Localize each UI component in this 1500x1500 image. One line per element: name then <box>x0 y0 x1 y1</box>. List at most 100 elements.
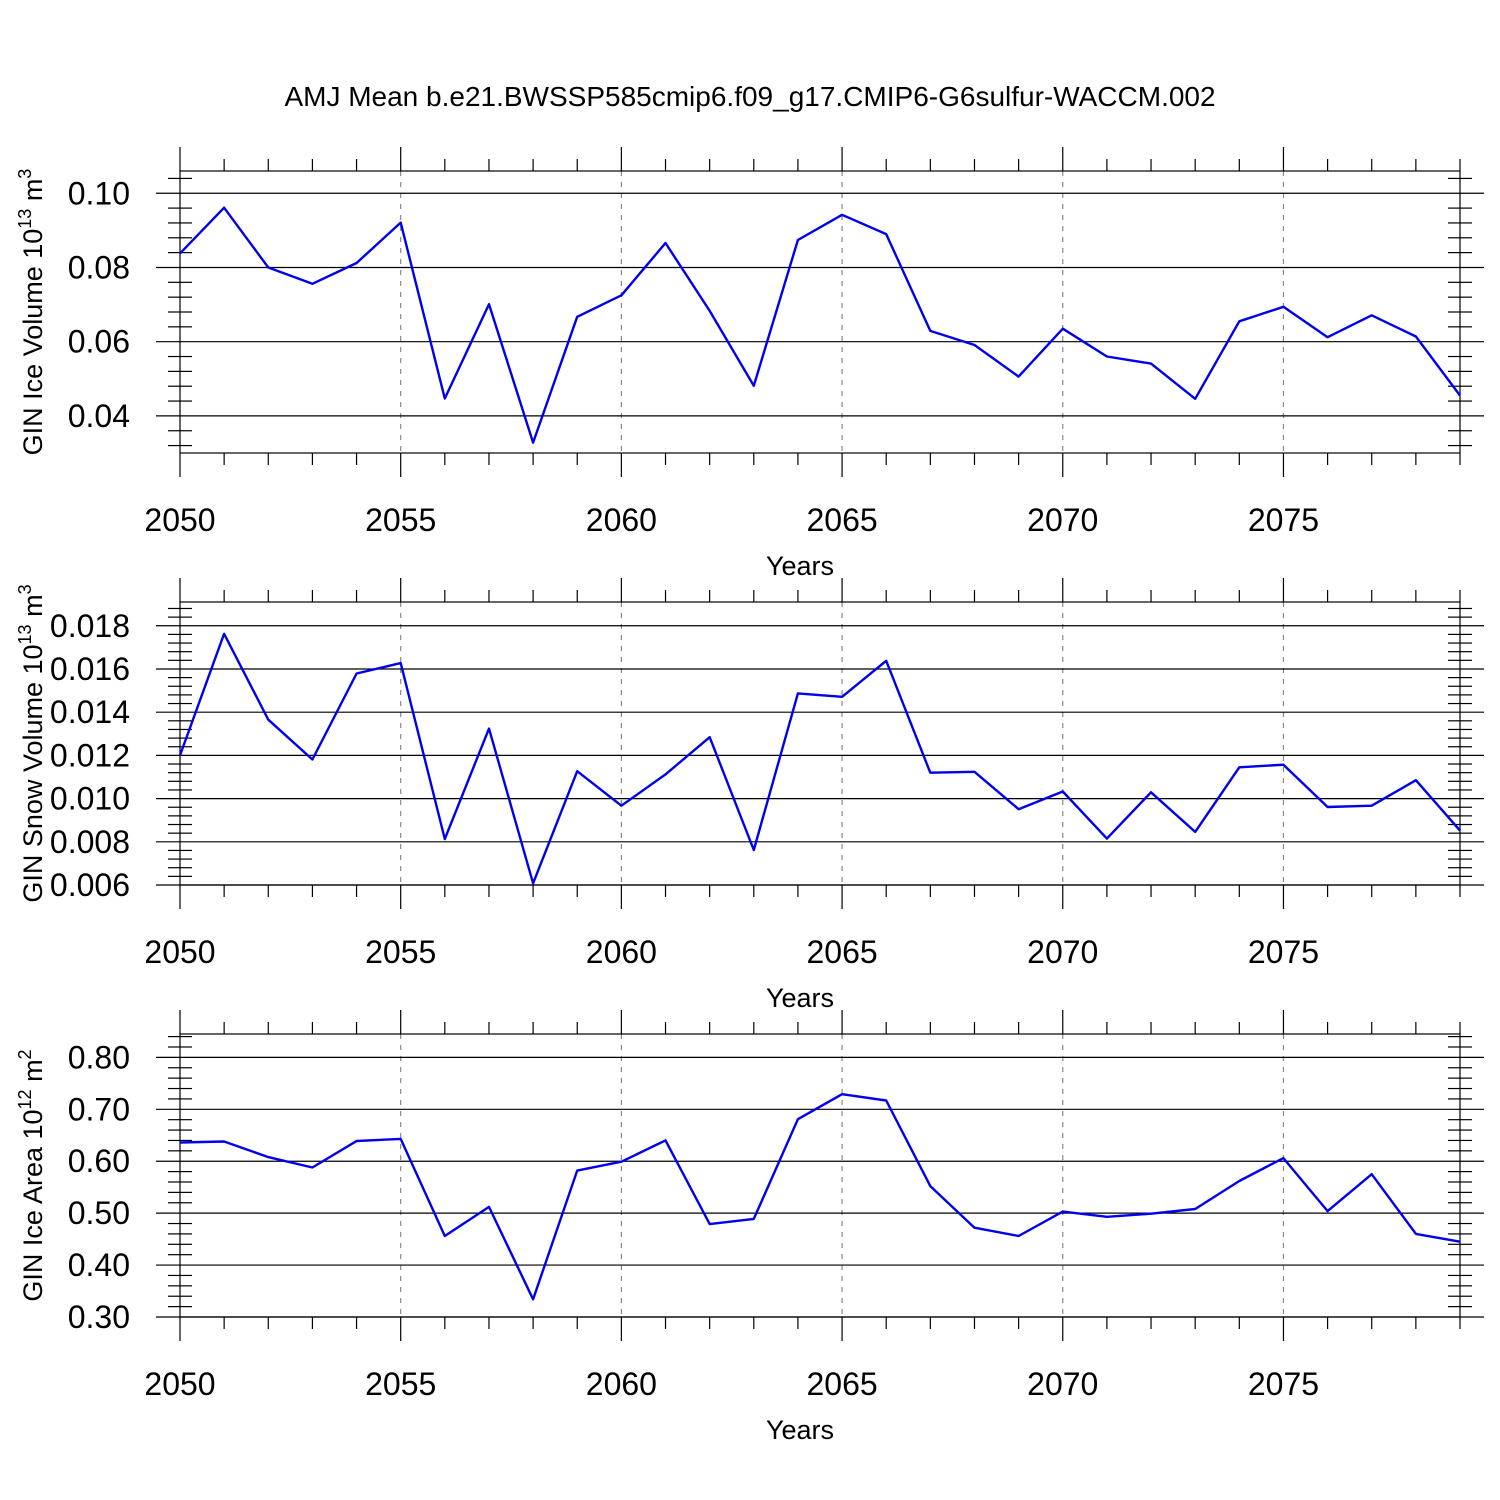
x-tick-label: 2055 <box>365 1366 436 1402</box>
data-point <box>487 1205 491 1209</box>
data-point <box>266 265 270 269</box>
data-point <box>222 1139 226 1143</box>
data-point <box>222 632 226 636</box>
data-point <box>972 1226 976 1230</box>
y-label-unit-exponent: 3 <box>15 169 35 179</box>
data-point <box>1193 830 1197 834</box>
x-tick-label: 2065 <box>806 1366 877 1402</box>
data-point <box>1149 1212 1153 1216</box>
data-point <box>1105 837 1109 841</box>
data-point <box>1105 355 1109 359</box>
series-line-snow-volume <box>178 632 1461 885</box>
data-point <box>355 261 359 265</box>
x-tick-label: 2050 <box>144 934 215 970</box>
data-point <box>840 1092 844 1096</box>
y-tick-label: 0.014 <box>50 694 130 730</box>
data-point <box>399 1137 403 1141</box>
data-point <box>928 1184 932 1188</box>
data-point <box>1370 804 1374 808</box>
data-point <box>1326 335 1330 339</box>
x-tick-label: 2075 <box>1248 1366 1319 1402</box>
y-tick-label: 0.70 <box>68 1091 130 1127</box>
data-point <box>1281 763 1285 767</box>
y-axis-label: GIN Ice Area 1012 m2 <box>15 1049 48 1301</box>
data-point <box>664 772 668 776</box>
data-point <box>575 1169 579 1173</box>
x-tick-label: 2075 <box>1248 502 1319 538</box>
x-tick-label: 2065 <box>806 934 877 970</box>
data-point <box>619 1160 623 1164</box>
data-point <box>884 659 888 663</box>
y-label-exponent: 13 <box>15 624 35 644</box>
x-tick-label: 2060 <box>586 934 657 970</box>
data-point <box>1237 1179 1241 1183</box>
data-point <box>928 329 932 333</box>
data-point <box>1193 397 1197 401</box>
y-tick-label: 0.06 <box>68 324 130 360</box>
panel-snow-volume: 2050 2055 2060 2065 2070 2075 Years 0.006 0.008 0… <box>15 578 1484 1013</box>
data-point <box>884 1098 888 1102</box>
data-point <box>1061 1210 1065 1214</box>
data-point <box>443 837 447 841</box>
data-point <box>531 1297 535 1301</box>
data-point <box>752 1217 756 1221</box>
x-tick-label: 2075 <box>1248 934 1319 970</box>
data-point <box>1061 327 1065 331</box>
data-point <box>1414 778 1418 782</box>
data-point <box>796 238 800 242</box>
data-point <box>796 691 800 695</box>
data-point <box>443 396 447 400</box>
plot-frame <box>179 1033 1461 1318</box>
y-tick-label: 0.30 <box>68 1299 130 1335</box>
data-point <box>1326 805 1330 809</box>
y-label-exponent: 13 <box>15 209 35 229</box>
data-point <box>575 769 579 773</box>
data-point <box>619 293 623 297</box>
y-tick-label: 0.006 <box>50 867 130 903</box>
data-point <box>310 282 314 286</box>
data-point <box>884 232 888 236</box>
data-point <box>1326 1209 1330 1213</box>
data-point <box>1149 362 1153 366</box>
series-line-ice-area <box>179 1092 1461 1301</box>
panels: 2050 2055 2060 2065 2070 2075 Years 0.04 0.06 0.0… <box>15 147 1484 1445</box>
y-axis-label: GIN Snow Volume 1013 m3 <box>15 584 48 902</box>
y-tick-label: 0.60 <box>68 1143 130 1179</box>
data-point <box>664 1138 668 1142</box>
data-point <box>708 309 712 313</box>
y-label-unit-exponent: 3 <box>15 584 35 594</box>
y-axis-label-text: GIN Ice Area 1012 m2 <box>15 1049 48 1301</box>
data-point <box>178 251 182 255</box>
x-tick-label: 2050 <box>144 1366 215 1402</box>
y-axis-label-text: GIN Snow Volume 1013 m3 <box>15 584 48 902</box>
y-tick-label: 0.80 <box>68 1039 130 1075</box>
data-point <box>1105 1215 1109 1219</box>
panel-ice-volume: 2050 2055 2060 2065 2070 2075 Years 0.04 0.06 0.0… <box>15 147 1484 581</box>
data-point <box>1281 1156 1285 1160</box>
data-point <box>752 384 756 388</box>
y-tick-label: 0.40 <box>68 1247 130 1283</box>
x-axis-label: Years <box>766 983 834 1013</box>
y-label-main: GIN Snow Volume 10 <box>18 644 48 902</box>
data-point <box>1458 829 1462 833</box>
y-label-unit-exponent: 2 <box>15 1049 35 1059</box>
x-tick-label: 2060 <box>586 502 657 538</box>
y-tick-label: 0.010 <box>50 781 130 817</box>
y-tick-label: 0.008 <box>50 824 130 860</box>
y-tick-label: 0.10 <box>68 175 130 211</box>
data-point <box>1281 305 1285 309</box>
data-point <box>178 753 182 757</box>
x-tick-label: 2050 <box>144 502 215 538</box>
y-label-main: GIN Ice Volume 10 <box>18 229 48 456</box>
y-label-unit: m <box>18 594 48 624</box>
data-point <box>1237 319 1241 323</box>
x-tick-label: 2055 <box>365 934 436 970</box>
x-axis-label: Years <box>766 1415 834 1445</box>
x-axis-label: Years <box>766 551 834 581</box>
x-tick-label: 2070 <box>1027 502 1098 538</box>
data-point <box>972 343 976 347</box>
data-point <box>1458 393 1462 397</box>
data-point <box>310 1165 314 1169</box>
data-point <box>1370 313 1374 317</box>
